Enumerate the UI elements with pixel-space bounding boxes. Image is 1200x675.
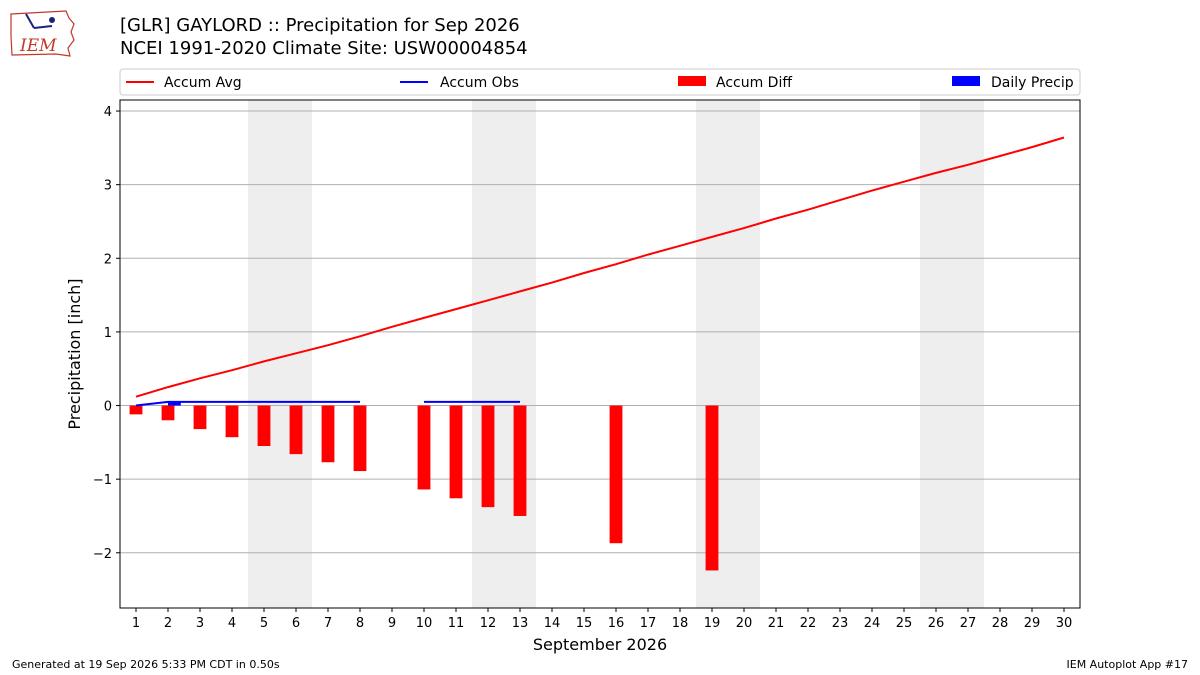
accum-diff-bar [129, 405, 143, 415]
accum-diff-bar [609, 405, 623, 544]
y-tick-label: −1 [93, 473, 112, 488]
legend-accum-obs: Accum Obs [440, 75, 519, 91]
weekend-shade-2 [472, 100, 536, 608]
plot-frame [119, 99, 1081, 609]
x-tick-label: 15 [576, 616, 593, 631]
y-axis-ticks: −2 −1 0 1 2 3 4 [93, 105, 120, 562]
x-tick-label: 7 [324, 616, 332, 631]
accum-diff-bar [193, 405, 207, 430]
y-tick-label: 3 [104, 179, 112, 194]
logo-text: IEM [19, 36, 57, 56]
weekend-shade-1 [248, 100, 312, 608]
x-tick-label: 12 [480, 616, 497, 631]
y-tick-label: −2 [93, 547, 112, 562]
x-tick-label: 5 [260, 616, 268, 631]
accum-diff-bar [513, 405, 527, 516]
x-tick-label: 1 [132, 616, 140, 631]
accum-diff-bar [449, 405, 463, 499]
y-tick-label: 2 [104, 252, 112, 267]
x-tick-label: 26 [928, 616, 945, 631]
accum-obs-line [135, 400, 520, 407]
accum-diff-bar [353, 405, 367, 472]
accum-diff-bar [481, 405, 495, 508]
x-tick-label: 24 [864, 616, 881, 631]
legend-accum-avg: Accum Avg [164, 75, 242, 91]
x-tick-label: 21 [768, 616, 785, 631]
legend-daily-precip-swatch [952, 76, 980, 86]
accum-avg-line [135, 136, 1065, 398]
x-tick-label: 6 [292, 616, 300, 631]
x-tick-label: 20 [736, 616, 753, 631]
x-tick-label: 3 [196, 616, 204, 631]
y-tick-label: 4 [104, 105, 112, 120]
x-tick-label: 18 [672, 616, 689, 631]
legend-daily-precip: Daily Precip [991, 75, 1074, 91]
x-tick-label: 11 [448, 616, 465, 631]
x-tick-label: 19 [704, 616, 721, 631]
weekend-shade-4 [920, 100, 984, 608]
accum-diff-bar [225, 405, 239, 438]
generated-timestamp: Generated at 19 Sep 2026 5:33 PM CDT in … [12, 658, 280, 671]
x-tick-label: 10 [416, 616, 433, 631]
x-tick-label: 23 [832, 616, 849, 631]
x-tick-label: 27 [960, 616, 977, 631]
x-tick-label: 22 [800, 616, 817, 631]
state-outline-icon [10, 10, 75, 57]
x-tick-label: 9 [388, 616, 396, 631]
x-tick-label: 4 [228, 616, 236, 631]
x-tick-label: 8 [356, 616, 364, 631]
y-tick-label: 0 [104, 400, 112, 415]
accum-diff-bar [705, 405, 719, 571]
x-axis-ticks: 1 2 3 4 5 6 7 8 9 10 11 12 13 14 15 16 17 18 19 20 21 22 23 24 2… [132, 608, 1072, 631]
x-axis-label: September 2026 [533, 635, 667, 654]
legend-accum-diff: Accum Diff [716, 75, 792, 91]
x-tick-label: 14 [544, 616, 561, 631]
chart-subtitle: NCEI 1991-2020 Climate Site: USW00004854 [120, 38, 528, 59]
x-tick-label: 2 [164, 616, 172, 631]
series-lines [135, 136, 1065, 407]
y-axis-label: Precipitation [inch] [65, 278, 84, 429]
accum-diff-bar [289, 405, 303, 455]
x-tick-label: 30 [1056, 616, 1073, 631]
y-tick-label: 1 [104, 326, 112, 341]
x-tick-label: 28 [992, 616, 1009, 631]
legend: Accum Avg Accum Obs Accum Diff Daily Pre… [119, 68, 1081, 96]
accum-diff-bars [129, 402, 719, 571]
x-tick-label: 13 [512, 616, 529, 631]
accum-diff-bar [417, 405, 431, 490]
accum-diff-bar [257, 405, 271, 447]
x-tick-label: 25 [896, 616, 913, 631]
x-tick-label: 17 [640, 616, 657, 631]
x-tick-label: 29 [1024, 616, 1041, 631]
gridlines [120, 110, 1080, 554]
accum-diff-bar [161, 405, 175, 421]
accum-diff-bar [321, 405, 335, 463]
daily-precip-bar [168, 402, 181, 406]
legend-accum-diff-swatch [678, 76, 706, 86]
chart-title: [GLR] GAYLORD :: Precipitation for Sep 2… [120, 15, 520, 36]
autoplot-app-label: IEM Autoplot App #17 [1066, 658, 1189, 671]
x-tick-label: 16 [608, 616, 625, 631]
iem-logo: IEM [10, 10, 75, 57]
